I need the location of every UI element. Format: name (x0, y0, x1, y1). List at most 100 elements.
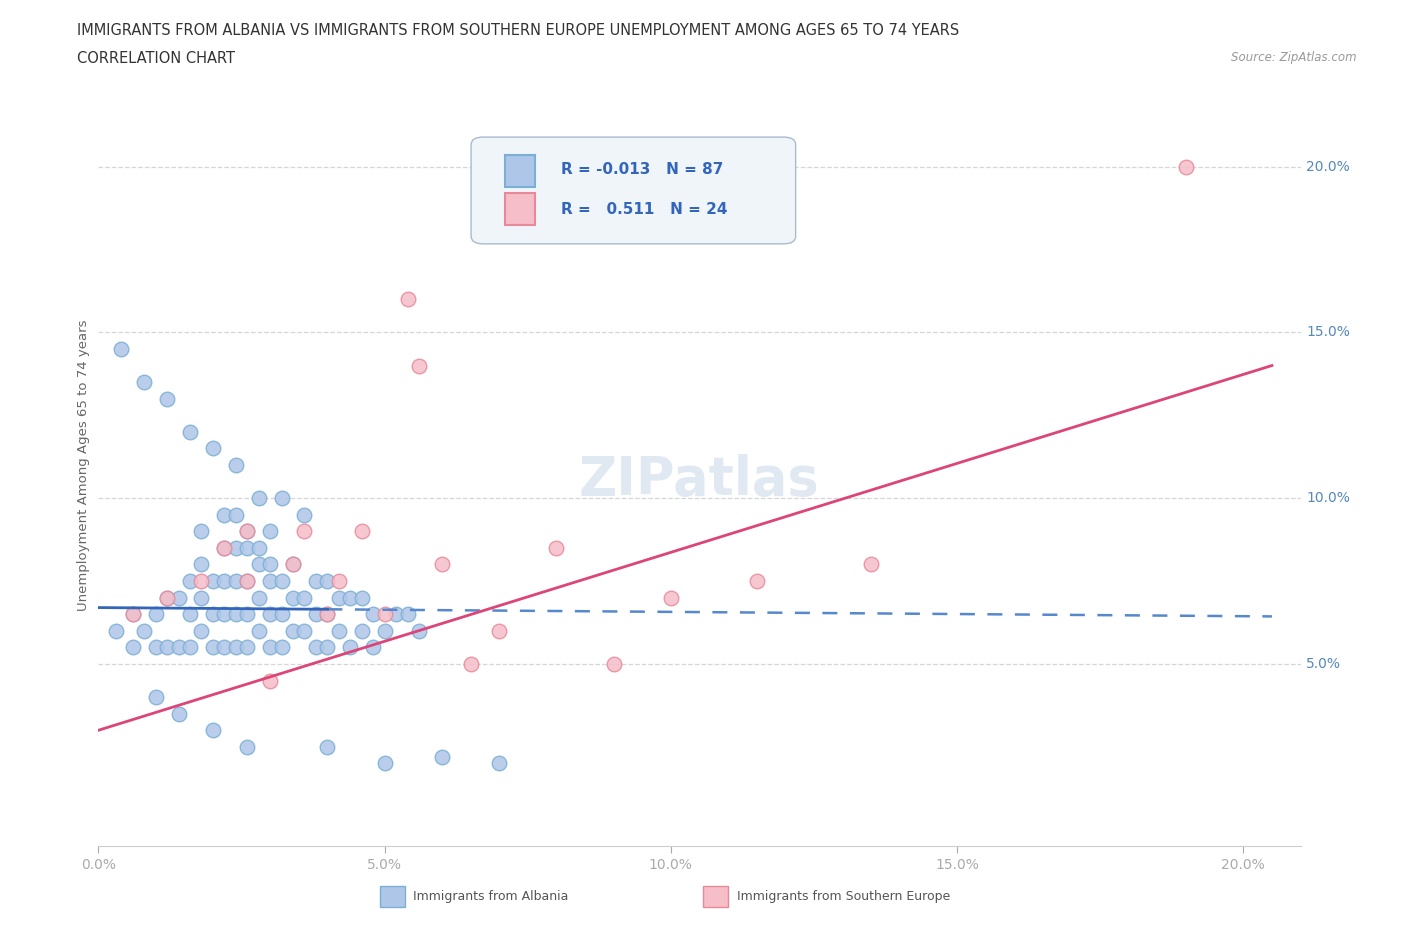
Point (167, 706, 190, 721)
Text: IMMIGRANTS FROM ALBANIA VS IMMIGRANTS FROM SOUTHERN EUROPE UNEMPLOYMENT AMONG AG: IMMIGRANTS FROM ALBANIA VS IMMIGRANTS FR… (77, 23, 959, 38)
Point (247, 557, 270, 572)
Point (110, 341, 132, 356)
Point (328, 591, 350, 605)
Point (190, 557, 212, 572)
Point (201, 574, 224, 589)
Bar (505, 193, 534, 225)
Text: ZIPatlas: ZIPatlas (579, 454, 820, 506)
Point (236, 739, 259, 754)
Point (430, 557, 453, 572)
Point (167, 591, 190, 605)
Point (396, 292, 419, 307)
Point (247, 591, 270, 605)
Point (236, 574, 259, 589)
Point (281, 557, 304, 572)
Point (305, 574, 328, 589)
Point (281, 591, 304, 605)
Point (104, 623, 127, 638)
Point (247, 623, 270, 638)
FancyBboxPatch shape (471, 137, 796, 244)
Point (214, 540, 236, 555)
Point (145, 606, 167, 621)
Point (270, 574, 292, 589)
Point (374, 623, 396, 638)
Point (259, 673, 281, 688)
Point (121, 606, 143, 621)
Point (659, 591, 682, 605)
Point (214, 606, 236, 621)
Point (236, 524, 259, 538)
Point (745, 574, 768, 589)
Text: 5.0%: 5.0% (1306, 657, 1341, 671)
Point (460, 657, 482, 671)
Point (179, 640, 201, 655)
Point (294, 524, 316, 538)
Point (328, 574, 350, 589)
Point (294, 591, 316, 605)
Point (350, 623, 373, 638)
Point (281, 623, 304, 638)
Y-axis label: Unemployment Among Ages 65 to 74 years: Unemployment Among Ages 65 to 74 years (77, 319, 90, 611)
Point (316, 574, 339, 589)
Point (145, 690, 167, 705)
Point (270, 640, 292, 655)
Point (225, 507, 247, 522)
Point (225, 574, 247, 589)
Point (259, 557, 281, 572)
Point (236, 640, 259, 655)
Point (121, 640, 143, 655)
Point (156, 591, 179, 605)
Point (602, 657, 624, 671)
Point (225, 458, 247, 472)
Point (396, 606, 419, 621)
Text: Immigrants from Albania: Immigrants from Albania (413, 890, 569, 903)
Text: CORRELATION CHART: CORRELATION CHART (77, 51, 235, 66)
Point (305, 606, 328, 621)
Point (156, 591, 179, 605)
Text: 10.0%: 10.0% (1306, 491, 1350, 505)
Point (408, 358, 430, 373)
Point (201, 606, 224, 621)
Point (201, 640, 224, 655)
Point (860, 557, 883, 572)
Point (214, 540, 236, 555)
Text: Source: ZipAtlas.com: Source: ZipAtlas.com (1232, 51, 1357, 64)
Point (294, 623, 316, 638)
Point (305, 640, 328, 655)
Point (247, 540, 270, 555)
Point (374, 756, 396, 771)
Point (374, 606, 396, 621)
Point (294, 507, 316, 522)
Point (236, 606, 259, 621)
Point (270, 491, 292, 506)
Point (281, 557, 304, 572)
Point (225, 540, 247, 555)
Point (408, 623, 430, 638)
Bar (505, 154, 534, 187)
Point (134, 623, 156, 638)
Point (134, 375, 156, 390)
Point (488, 623, 510, 638)
Point (488, 756, 510, 771)
Point (259, 606, 281, 621)
Point (179, 606, 201, 621)
Point (385, 606, 408, 621)
Point (225, 640, 247, 655)
Point (361, 606, 384, 621)
Point (316, 606, 339, 621)
Point (179, 424, 201, 439)
Point (339, 591, 361, 605)
Point (190, 574, 212, 589)
Point (316, 606, 339, 621)
Point (259, 574, 281, 589)
Point (270, 606, 292, 621)
Point (236, 524, 259, 538)
Point (167, 640, 190, 655)
Point (339, 640, 361, 655)
Point (145, 640, 167, 655)
Point (259, 524, 281, 538)
Point (190, 591, 212, 605)
Text: 20.0%: 20.0% (1306, 160, 1350, 174)
Point (156, 392, 179, 406)
Point (190, 623, 212, 638)
